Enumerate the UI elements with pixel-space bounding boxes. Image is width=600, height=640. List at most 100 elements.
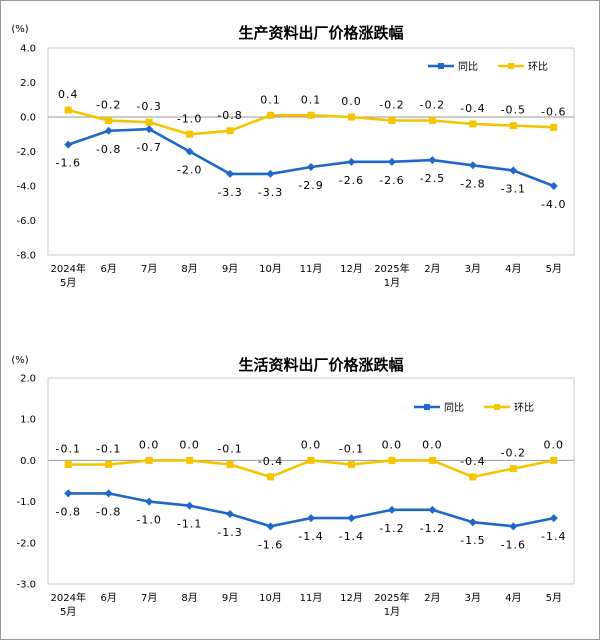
point-同比 — [104, 126, 113, 135]
data-label-环比: -0.2 — [379, 98, 404, 111]
point-环比 — [145, 118, 153, 126]
point-环比 — [267, 473, 275, 481]
point-环比 — [145, 456, 153, 464]
point-同比 — [185, 501, 194, 510]
x-tick-label: 7月 — [141, 263, 157, 275]
plot-area — [47, 47, 575, 256]
data-label-同比: -2.5 — [420, 172, 445, 185]
data-label-同比: -1.6 — [501, 538, 526, 551]
data-label-环比: 0.1 — [301, 93, 322, 106]
data-label-环比: -0.5 — [501, 104, 526, 117]
y-tick-label: -2.0 — [16, 147, 36, 158]
data-label-环比: 0.0 — [139, 438, 160, 451]
point-同比 — [64, 489, 73, 498]
x-tick-label: 5月 — [546, 592, 562, 604]
x-tick-label: 11月 — [300, 263, 323, 275]
data-label-环比: -0.2 — [96, 98, 121, 111]
point-同比 — [185, 147, 194, 156]
legend-label-环比: 环比 — [514, 402, 534, 414]
point-环比 — [428, 116, 436, 124]
data-label-同比: -1.5 — [460, 534, 485, 547]
y-tick-label: 4.0 — [20, 44, 36, 55]
data-label-同比: -2.6 — [379, 174, 404, 187]
y-tick-label: 0.0 — [20, 113, 36, 124]
point-环比 — [186, 456, 194, 464]
data-label-环比: -0.4 — [460, 455, 485, 468]
x-tick-label: 2024年 5月 — [51, 591, 86, 618]
data-label-环比: -0.2 — [501, 447, 526, 460]
y-tick-label: -1.0 — [16, 497, 36, 508]
data-label-同比: -1.3 — [217, 526, 242, 539]
x-tick-label: 2月 — [424, 263, 440, 275]
x-tick-label: 7月 — [141, 592, 157, 604]
point-环比 — [509, 122, 517, 130]
chart-2: 生活资料出厂价格涨跌幅 (%) 2.0 1.0 0.0 -1.0 -2.0 -3.0 2024年… — [11, 355, 575, 618]
point-环比 — [428, 456, 436, 464]
y-tick-label: 2.0 — [20, 374, 36, 385]
data-label-同比: -0.8 — [96, 143, 121, 156]
point-环比 — [226, 461, 234, 469]
data-label-同比: -1.6 — [55, 157, 80, 170]
data-label-环比: -0.2 — [420, 98, 445, 111]
point-环比 — [550, 456, 558, 464]
point-环比 — [267, 111, 275, 119]
point-环比 — [64, 461, 72, 469]
point-同比 — [428, 156, 437, 165]
y-tick-label: 0.0 — [20, 456, 36, 467]
point-环比 — [469, 473, 477, 481]
data-label-同比: -1.2 — [379, 522, 404, 535]
point-同比 — [266, 522, 275, 531]
data-label-同比: -1.4 — [339, 530, 364, 543]
data-label-同比: -1.0 — [136, 514, 161, 527]
point-同比 — [387, 505, 396, 514]
point-同比 — [307, 514, 315, 523]
x-tick-label: 6月 — [101, 263, 117, 275]
legend-label-环比: 环比 — [528, 61, 548, 73]
point-环比 — [64, 106, 72, 114]
legend-label-同比: 同比 — [444, 402, 464, 414]
point-环比 — [509, 465, 517, 473]
point-同比 — [266, 169, 275, 178]
data-label-环比: -0.3 — [136, 100, 161, 113]
point-环比 — [186, 130, 194, 138]
x-tick-label: 2月 — [424, 592, 440, 604]
data-label-环比: -0.6 — [541, 105, 566, 118]
data-label-环比: 0.0 — [422, 438, 443, 451]
legend-marker-环比 — [494, 404, 500, 410]
x-tick-label: 2025年 1月 — [374, 591, 409, 618]
data-label-环比: -0.4 — [460, 102, 485, 115]
chart-1: 生产资料出厂价格涨跌幅 (%) 4.0 2.0 0.0 -2.0 -4.0 -6.0 -8.0 2… — [11, 24, 575, 289]
x-tick-label: 5月 — [546, 263, 562, 275]
point-同比 — [347, 514, 356, 523]
x-tick-label: 4月 — [505, 263, 521, 275]
x-tick-label: 10月 — [259, 263, 282, 275]
data-label-同比: -0.8 — [55, 505, 80, 518]
point-同比 — [509, 522, 518, 531]
point-同比 — [145, 497, 154, 506]
x-tick-label: 6月 — [101, 592, 117, 604]
point-环比 — [307, 456, 315, 464]
point-环比 — [388, 116, 396, 124]
data-label-同比: -1.2 — [420, 522, 445, 535]
data-label-环比: 0.0 — [382, 438, 403, 451]
data-label-环比: -0.8 — [217, 109, 242, 122]
plot-area — [47, 377, 575, 585]
point-环比 — [105, 461, 113, 469]
x-tick-label: 12月 — [340, 592, 363, 604]
legend-label-同比: 同比 — [458, 61, 478, 73]
x-tick-label: 8月 — [181, 263, 197, 275]
data-label-同比: -3.1 — [501, 182, 526, 195]
point-同比 — [549, 182, 558, 190]
data-label-同比: -0.8 — [96, 505, 121, 518]
x-tick-label: 9月 — [222, 592, 238, 604]
point-同比 — [468, 161, 477, 170]
data-label-环比: -0.1 — [96, 443, 121, 456]
point-环比 — [226, 127, 234, 135]
x-tick-label: 8月 — [181, 592, 197, 604]
x-tick-label: 11月 — [300, 592, 323, 604]
point-环比 — [347, 113, 355, 121]
point-同比 — [226, 509, 235, 518]
y-tick-label: 2.0 — [20, 78, 36, 89]
chart-title: 生活资料出厂价格涨跌幅 — [238, 356, 403, 374]
